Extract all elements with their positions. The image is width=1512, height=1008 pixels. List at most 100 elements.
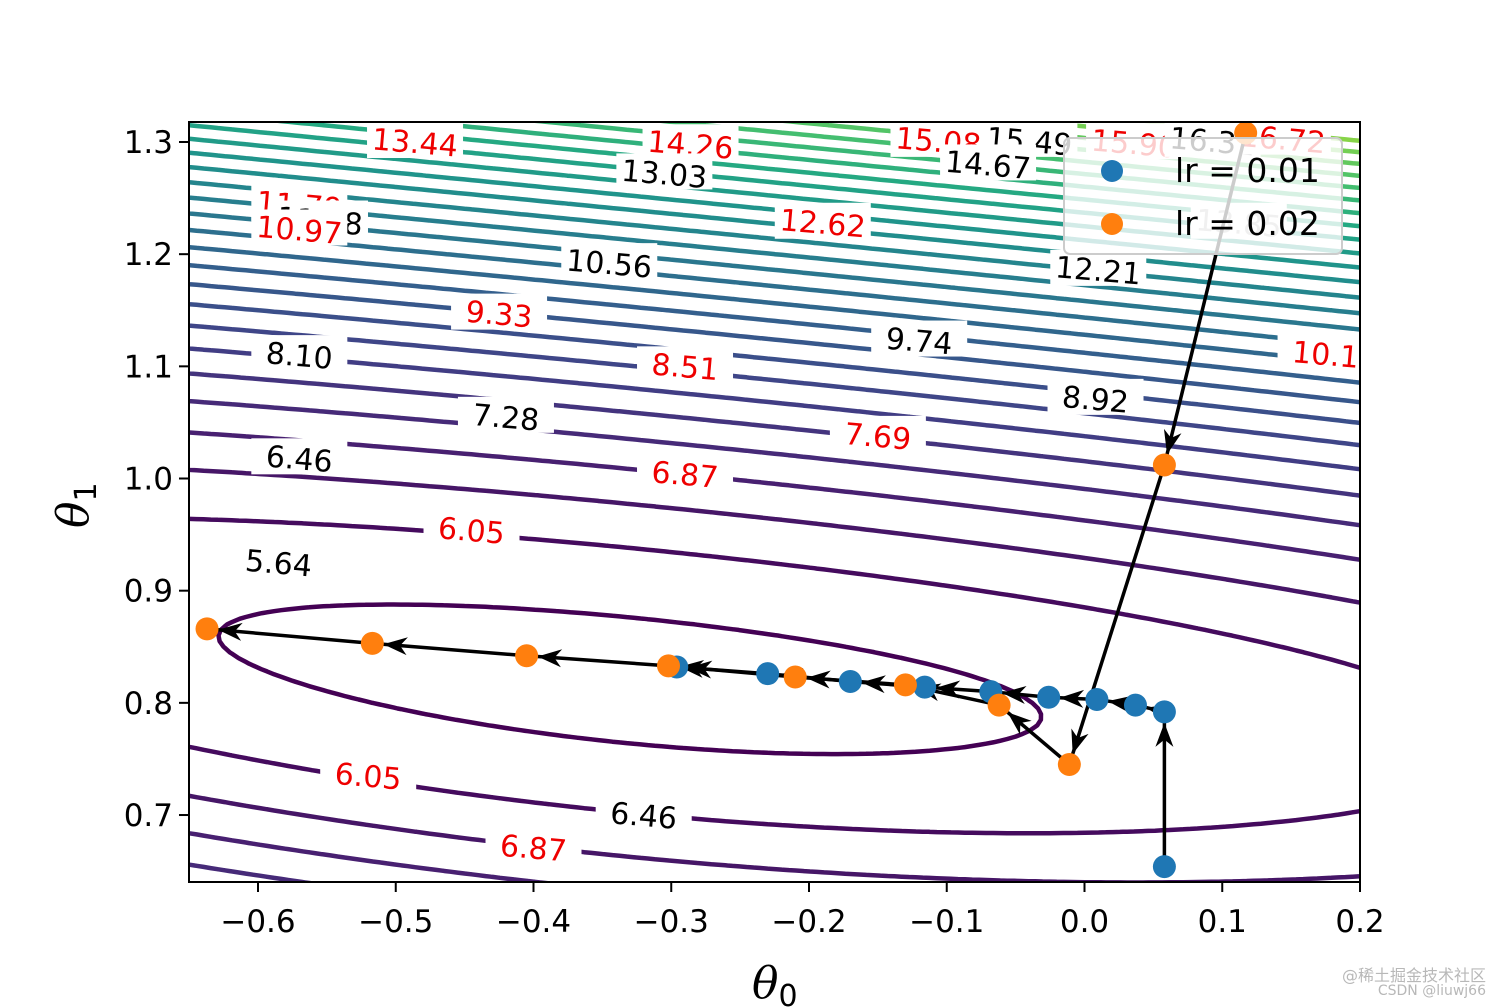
contour-label-bg	[1047, 378, 1144, 415]
contour-label: 12.21	[1054, 250, 1143, 292]
step-arrow-head	[1059, 689, 1085, 708]
contour-label-bg	[230, 542, 327, 579]
contour-label-bg	[871, 320, 968, 357]
contour-label: 7.69	[843, 417, 913, 458]
x-axis: −0.6 −0.5 −0.4 −0.3 −0.2 −0.1 0.0 0.1 0.2	[220, 882, 1385, 940]
point-lr-0-02	[1057, 753, 1081, 777]
point-lr-0-01	[756, 662, 780, 686]
contour-label-bg	[451, 293, 548, 330]
point-lr-0-02	[195, 617, 219, 641]
point-lr-0-02	[987, 693, 1011, 717]
watermark-csdn: CSDN @liuwj66	[1377, 983, 1486, 999]
legend: lr = 0.01 lr = 0.02	[1063, 137, 1343, 255]
step-arrow-line	[383, 642, 527, 658]
step-arrow-head	[1007, 712, 1032, 735]
point-lr-0-02	[515, 644, 539, 668]
y-tick-label: 0.7	[124, 798, 173, 834]
contour-label: 8.51	[650, 347, 720, 388]
y-tick-label: 1.0	[124, 462, 173, 498]
step-arrow-head	[1001, 686, 1027, 704]
plot-frame	[188, 121, 1361, 883]
contour-label-bg	[561, 243, 658, 280]
y-axis-label: θ1	[48, 482, 104, 528]
contour-label-bg	[423, 510, 520, 547]
contour-label-bg	[637, 454, 734, 491]
y-tick-label: 0.9	[124, 574, 173, 610]
contour-label-bg	[457, 396, 554, 433]
contour-label-bg	[251, 438, 348, 475]
trajectory-points	[195, 121, 1258, 879]
contour-label-bg	[367, 122, 464, 158]
contour-label: 6.46	[264, 439, 334, 480]
x-axis-label: θ0	[752, 958, 798, 1008]
point-lr-0-01	[1152, 700, 1176, 724]
legend-label-lr-002: lr = 0.02	[1175, 204, 1320, 243]
contour-line	[189, 516, 1360, 836]
point-lr-0-02	[1152, 453, 1176, 477]
point-lr-0-02	[783, 665, 807, 689]
contour-label: 13.03	[620, 154, 709, 196]
x-tick-label: −0.1	[909, 904, 984, 940]
contour-label: 14.67	[944, 145, 1033, 187]
legend-marker-lr-002	[1101, 213, 1123, 235]
legend-label-lr-001: lr = 0.01	[1175, 151, 1320, 190]
step-arrow-head	[679, 659, 705, 678]
x-tick-label: 0.0	[1060, 904, 1109, 940]
point-lr-0-02	[360, 631, 384, 655]
contour-label-bg	[251, 209, 348, 246]
point-lr-0-01	[1152, 855, 1176, 879]
contour-label: 6.87	[650, 455, 720, 496]
point-lr-0-01	[913, 675, 937, 699]
point-lr-0-01	[838, 670, 862, 694]
y-axis: 0.7 0.8 0.9 1.0 1.1 1.2 1.3	[124, 125, 189, 834]
contour-label: 9.33	[464, 295, 534, 336]
contour-label-bg	[251, 335, 348, 372]
x-tick-label: 0.1	[1198, 904, 1247, 940]
step-arrow-line	[537, 654, 669, 668]
contour-label-bg	[1277, 334, 1360, 371]
x-tick-label: 0.2	[1335, 904, 1384, 940]
contour-label: 8.92	[1061, 380, 1131, 421]
contour-label: 10.56	[565, 243, 654, 285]
step-arrow-line	[217, 628, 373, 646]
contour-label: 13.44	[371, 122, 460, 164]
point-lr-0-01	[1037, 685, 1061, 709]
contour-label-bg	[320, 755, 417, 792]
contour-label-bg	[595, 795, 692, 832]
point-lr-0-02	[656, 654, 680, 678]
step-arrow-head	[383, 637, 408, 656]
contour-label-bg	[485, 827, 582, 864]
y-tick-label: 1.3	[124, 125, 173, 161]
y-tick-label: 1.1	[124, 349, 173, 385]
contour-labels: 13.4414.2615.0815.4915.9016.3116.7213.03…	[230, 122, 1361, 870]
y-tick-label: 0.8	[124, 686, 173, 722]
legend-marker-lr-001	[1101, 160, 1123, 182]
x-tick-label: −0.5	[358, 904, 433, 940]
contour-label: 10.97	[255, 210, 344, 252]
step-arrow-head	[1071, 728, 1089, 755]
step-arrow-head	[806, 670, 831, 689]
contour-label: 5.64	[244, 544, 314, 585]
contour-label: 6.87	[499, 829, 569, 870]
x-tick-label: −0.4	[496, 904, 571, 940]
step-arrow-head	[537, 649, 563, 668]
point-lr-0-01	[1085, 687, 1109, 711]
watermark-juejin: @稀土掘金技术社区	[1341, 966, 1486, 985]
contour-label: 6.05	[437, 511, 507, 552]
contour-label-bg	[637, 346, 734, 383]
contour-label-bg	[940, 144, 1037, 181]
contour-label: 10.1	[1291, 335, 1361, 376]
contour-label: 8.10	[264, 336, 334, 377]
x-tick-label: −0.6	[220, 904, 295, 940]
contour-label: 6.46	[609, 796, 679, 837]
y-tick-label: 1.2	[124, 237, 173, 273]
contour-label: 9.74	[884, 322, 954, 363]
contour-label-bg	[829, 415, 926, 452]
contour-label: 12.62	[778, 203, 867, 245]
contour-label-bg	[616, 153, 713, 190]
step-arrow-head	[1163, 428, 1182, 455]
x-tick-label: −0.2	[771, 904, 846, 940]
point-lr-0-01	[1123, 693, 1147, 717]
point-lr-0-02	[893, 673, 917, 697]
